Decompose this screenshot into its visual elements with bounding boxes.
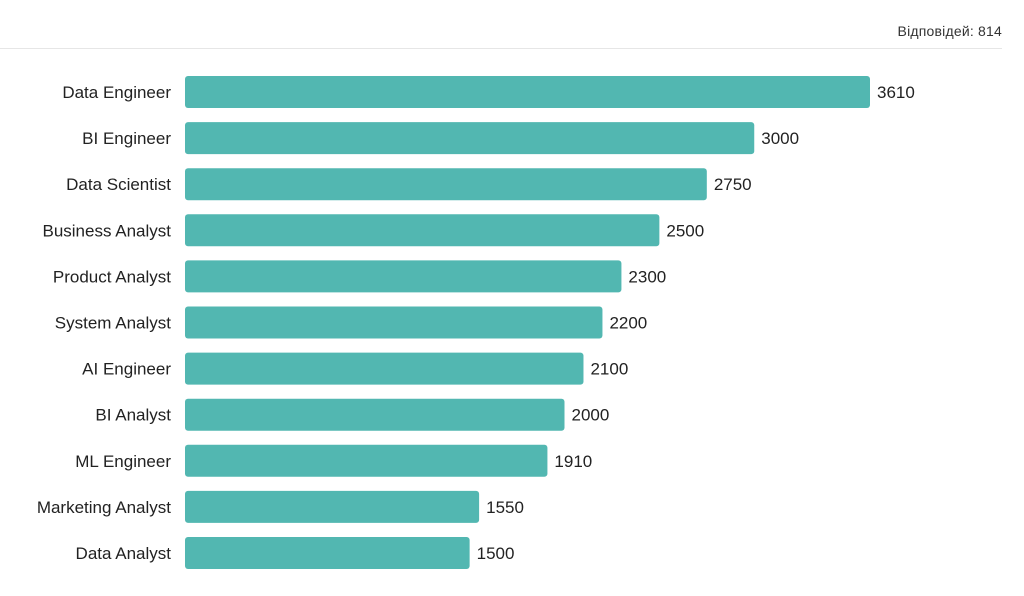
bar	[185, 537, 470, 569]
value-label: 1910	[554, 452, 592, 471]
category-label: Data Analyst	[76, 544, 172, 563]
bar	[185, 398, 565, 431]
category-label: Product Analyst	[53, 267, 171, 286]
category-label: BI Analyst	[95, 406, 171, 425]
bar	[185, 490, 480, 523]
responses-count: Відповідей: 814	[897, 23, 1002, 39]
bar	[185, 168, 707, 201]
value-label: 2200	[609, 314, 647, 333]
category-label: ML Engineer	[75, 452, 171, 471]
category-label: AI Engineer	[82, 360, 171, 379]
value-label: 2500	[666, 221, 704, 240]
bar	[185, 306, 603, 339]
bar	[185, 214, 660, 247]
bar	[185, 352, 584, 385]
value-label: 2000	[572, 406, 610, 425]
category-label: Marketing Analyst	[37, 498, 171, 517]
bar	[185, 122, 755, 155]
value-label: 1550	[486, 498, 524, 517]
category-label: BI Engineer	[82, 129, 171, 148]
bar	[185, 260, 622, 293]
bars-layer: Data Engineer 3610 BI Engineer 3000 Data Sci…	[37, 76, 915, 569]
bar	[185, 444, 548, 477]
header-divider	[0, 48, 1002, 49]
category-label: System Analyst	[55, 314, 171, 333]
value-label: 3000	[761, 129, 799, 148]
value-label: 2750	[714, 175, 752, 194]
category-label: Data Engineer	[62, 83, 171, 102]
category-label: Business Analyst	[42, 221, 171, 240]
category-label: Data Scientist	[66, 175, 171, 194]
value-label: 1500	[477, 544, 515, 563]
value-label: 3610	[877, 83, 915, 102]
value-label: 2100	[590, 360, 628, 379]
value-label: 2300	[628, 267, 666, 286]
bar	[185, 76, 870, 108]
